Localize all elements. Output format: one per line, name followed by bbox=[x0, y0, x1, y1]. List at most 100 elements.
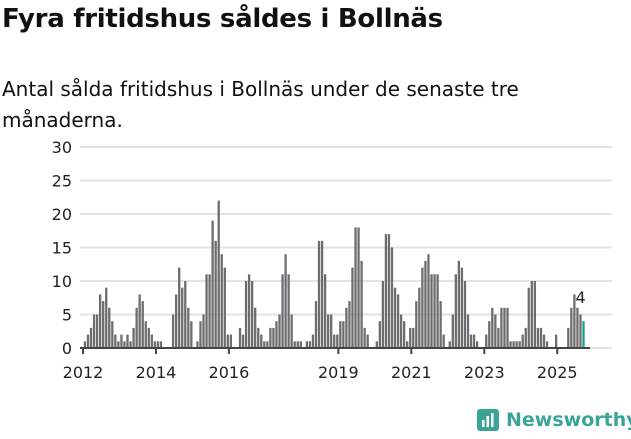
bar bbox=[527, 287, 530, 348]
bar bbox=[181, 287, 184, 348]
bar bbox=[260, 334, 263, 348]
bar bbox=[457, 260, 461, 348]
bar bbox=[220, 254, 223, 348]
bar bbox=[576, 307, 579, 348]
bar bbox=[317, 240, 321, 348]
bar bbox=[89, 327, 93, 348]
bar bbox=[366, 334, 369, 348]
bar bbox=[399, 314, 403, 348]
x-tick-label: 2014 bbox=[136, 363, 177, 382]
bar bbox=[111, 321, 114, 348]
bar bbox=[92, 314, 96, 348]
bar bbox=[257, 327, 260, 348]
bar bbox=[211, 220, 214, 348]
bar bbox=[390, 247, 394, 348]
bar bbox=[515, 341, 518, 348]
y-tick-label: 10 bbox=[52, 272, 72, 291]
bar bbox=[254, 307, 257, 348]
bar bbox=[536, 327, 540, 348]
bar bbox=[539, 327, 543, 348]
bar bbox=[439, 301, 442, 348]
bar bbox=[86, 334, 90, 348]
bar bbox=[472, 334, 476, 348]
bar bbox=[542, 334, 546, 348]
bar bbox=[108, 307, 111, 348]
bar bbox=[135, 307, 138, 348]
bar bbox=[555, 334, 558, 348]
y-tick-label: 15 bbox=[52, 239, 72, 258]
y-tick-label: 0 bbox=[62, 339, 72, 358]
bar bbox=[381, 281, 385, 348]
y-tick-label: 30 bbox=[52, 138, 72, 157]
bar bbox=[290, 314, 293, 348]
bar bbox=[202, 314, 205, 348]
bar bbox=[120, 334, 123, 348]
bar bbox=[320, 240, 324, 348]
bar bbox=[217, 200, 220, 348]
bar bbox=[378, 321, 381, 348]
bar bbox=[299, 341, 302, 348]
bar bbox=[351, 267, 354, 348]
y-tick-label: 25 bbox=[52, 172, 72, 191]
bar bbox=[241, 334, 245, 348]
bar bbox=[506, 307, 509, 348]
bar bbox=[336, 334, 339, 348]
bar bbox=[375, 341, 378, 348]
bar bbox=[296, 341, 299, 348]
newsworthy-logo: Newsworthy bbox=[476, 408, 631, 432]
bar bbox=[348, 301, 351, 348]
bar bbox=[102, 301, 105, 348]
bar bbox=[272, 327, 275, 348]
bar bbox=[229, 334, 233, 348]
x-tick-label: 2021 bbox=[391, 363, 432, 382]
bar bbox=[403, 321, 406, 348]
newsworthy-logo-text: Newsworthy bbox=[506, 409, 631, 431]
bar bbox=[238, 327, 242, 348]
bar bbox=[579, 314, 582, 348]
bar bbox=[147, 327, 150, 348]
bar bbox=[327, 314, 330, 348]
bar bbox=[424, 260, 427, 348]
bar bbox=[187, 307, 190, 348]
bar bbox=[284, 254, 287, 348]
bar bbox=[129, 341, 132, 348]
bar bbox=[293, 341, 296, 348]
bar bbox=[323, 274, 327, 348]
bar bbox=[171, 314, 175, 348]
bar bbox=[409, 327, 412, 348]
bar bbox=[427, 254, 430, 348]
bar bbox=[287, 274, 290, 348]
bar bbox=[150, 334, 153, 348]
bar bbox=[567, 327, 570, 348]
chart-title: Fyra fritidshus såldes i Bollnäs bbox=[2, 4, 443, 34]
bar bbox=[491, 307, 494, 348]
bar bbox=[384, 234, 388, 348]
newsworthy-logo-icon bbox=[477, 409, 499, 431]
bar bbox=[314, 301, 318, 348]
bar bbox=[244, 281, 248, 348]
bar bbox=[342, 321, 345, 348]
bar bbox=[396, 294, 400, 348]
bar bbox=[418, 287, 421, 348]
bar bbox=[311, 334, 315, 348]
bar bbox=[415, 301, 418, 348]
bar bbox=[466, 314, 470, 348]
bar bbox=[175, 294, 178, 348]
bar bbox=[421, 267, 424, 348]
bar bbox=[141, 301, 144, 348]
last-value-label: 4 bbox=[575, 288, 585, 307]
bar bbox=[278, 314, 281, 348]
bar bbox=[485, 334, 488, 348]
bar bbox=[305, 341, 309, 348]
bar bbox=[406, 341, 409, 348]
bar bbox=[159, 341, 163, 348]
bar bbox=[463, 281, 467, 348]
bar bbox=[251, 281, 254, 348]
bar bbox=[451, 314, 454, 348]
bar bbox=[494, 314, 497, 348]
bar bbox=[430, 274, 433, 348]
bar bbox=[497, 327, 500, 348]
bar bbox=[114, 334, 117, 348]
y-tick-label: 5 bbox=[62, 306, 72, 325]
